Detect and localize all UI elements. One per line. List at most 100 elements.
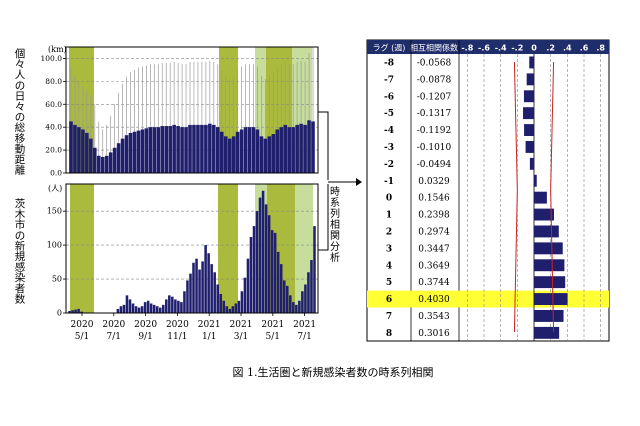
lag-value: -4 [384, 126, 394, 136]
cases-bar [301, 291, 304, 313]
distance-bar [93, 147, 97, 173]
y-tick-label: 50 [52, 275, 62, 284]
y-tick-label: 60.0 [45, 100, 62, 109]
coef-value: -0.1010 [417, 143, 452, 153]
cases-bar [292, 302, 295, 313]
cases-bar [310, 260, 313, 313]
distance-bar [128, 132, 133, 173]
cases-y-axis-label-char: 規 [15, 251, 26, 263]
y-tick-label: 150 [47, 207, 62, 216]
x-tick-month: 1/1 [202, 332, 216, 342]
distance-bar [287, 127, 291, 173]
cases-bar [304, 284, 307, 313]
distance-bar [279, 127, 284, 173]
cases-bar [252, 226, 256, 313]
distance-bar [85, 132, 89, 173]
cases-bar [158, 307, 162, 313]
distance-bar [168, 126, 172, 173]
distance-bar [73, 124, 77, 173]
x-tick-month: 11/1 [167, 332, 187, 342]
distance-bar [104, 155, 109, 173]
distance-bar [239, 129, 244, 173]
cases-bar [68, 310, 71, 313]
distance-bar [271, 134, 276, 173]
y-tick-label: 40.0 [45, 123, 62, 132]
connector-line-top [318, 111, 329, 180]
mobility-y-axis-label-char: 移 [15, 132, 26, 145]
distance-bar [283, 124, 288, 173]
mobility-y-axis-label-char: 総 [15, 121, 26, 134]
connector-arrow-head [356, 178, 362, 186]
coef-value: 0.3016 [418, 329, 450, 339]
cases-bar [140, 306, 144, 313]
cases-bar [231, 306, 235, 313]
correlation-bar [534, 174, 537, 187]
distance-bar [176, 126, 180, 173]
distance-bar [156, 127, 161, 173]
correlation-bar [534, 242, 563, 255]
cases-bar [180, 302, 183, 313]
y-tick-label: 0 [57, 309, 62, 318]
coef-value: -0.0568 [417, 58, 452, 68]
distance-bar [275, 129, 280, 173]
time-series-analysis-label-char: 関 [330, 230, 340, 242]
y-tick-label: 100 [47, 241, 62, 250]
correlation-bar [534, 293, 568, 305]
corr-x-tick-label: .8 [596, 44, 605, 53]
coef-value: -0.1317 [417, 109, 452, 119]
cases-bar [313, 226, 316, 313]
cases-bar [264, 204, 268, 313]
lag-value: 5 [386, 278, 392, 288]
coef-value: -0.0494 [417, 160, 452, 170]
table-header-bg [367, 40, 609, 54]
cases-bar [143, 302, 147, 313]
distance-bar [144, 128, 149, 173]
x-tick-year: 2021 [230, 320, 253, 330]
mobility-y-axis-label-char: の [15, 80, 26, 92]
coef-value: -0.1207 [417, 92, 452, 102]
correlation-bar [534, 259, 565, 272]
distance-bar [164, 126, 168, 173]
cases-y-axis-label-char: 新 [15, 239, 26, 252]
cases-bar [282, 280, 286, 313]
corr-x-tick-label: -.2 [511, 44, 523, 53]
distance-bar [69, 121, 73, 173]
mobility-y-axis-label-char: 距 [15, 154, 26, 166]
x-tick-year: 2021 [198, 320, 221, 330]
cases-y-axis-label-char: 市 [15, 218, 26, 231]
correlation-bar [529, 157, 534, 170]
distance-bar [235, 131, 240, 173]
correlation-bar [534, 191, 547, 204]
cases-bar [258, 197, 262, 313]
cases-bar [80, 311, 83, 313]
distance-bar [267, 136, 272, 173]
coef-value: 0.3543 [418, 312, 450, 322]
cases-bar [192, 262, 195, 313]
cases-bar [295, 304, 298, 313]
distance-bar [291, 127, 295, 173]
coef-value: 0.2398 [418, 211, 450, 221]
coef-value: 0.3649 [418, 261, 450, 271]
coef-value: 0.3447 [418, 244, 450, 254]
coef-value: 0.3744 [418, 278, 450, 288]
upper-confidence-line [550, 61, 555, 333]
coef-column-header: 相互相関係数 [410, 43, 458, 53]
distance-bar [184, 127, 188, 173]
cases-bar [228, 308, 232, 313]
distance-bar [116, 143, 121, 173]
distance-bar [303, 124, 307, 173]
distance-bar [124, 135, 129, 173]
x-tick-year: 2020 [134, 320, 157, 330]
lag-column-header: ラグ (週) [373, 43, 406, 53]
distance-bar [216, 127, 220, 173]
period-band [255, 47, 266, 173]
cases-bar [195, 258, 198, 313]
time-series-analysis-label-char: 時 [330, 186, 340, 198]
mobility-y-axis-label-char: 々 [15, 101, 26, 113]
cases-bar [207, 253, 210, 313]
mobility-y-axis-label-char: 人 [15, 69, 26, 81]
time-series-analysis-label-char: 系 [330, 197, 340, 209]
time-series-analysis-label-char: 析 [330, 251, 340, 264]
